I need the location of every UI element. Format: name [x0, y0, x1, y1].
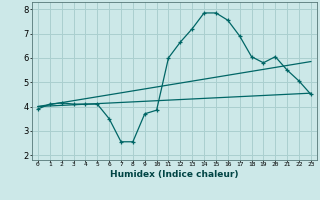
X-axis label: Humidex (Indice chaleur): Humidex (Indice chaleur)	[110, 170, 239, 179]
